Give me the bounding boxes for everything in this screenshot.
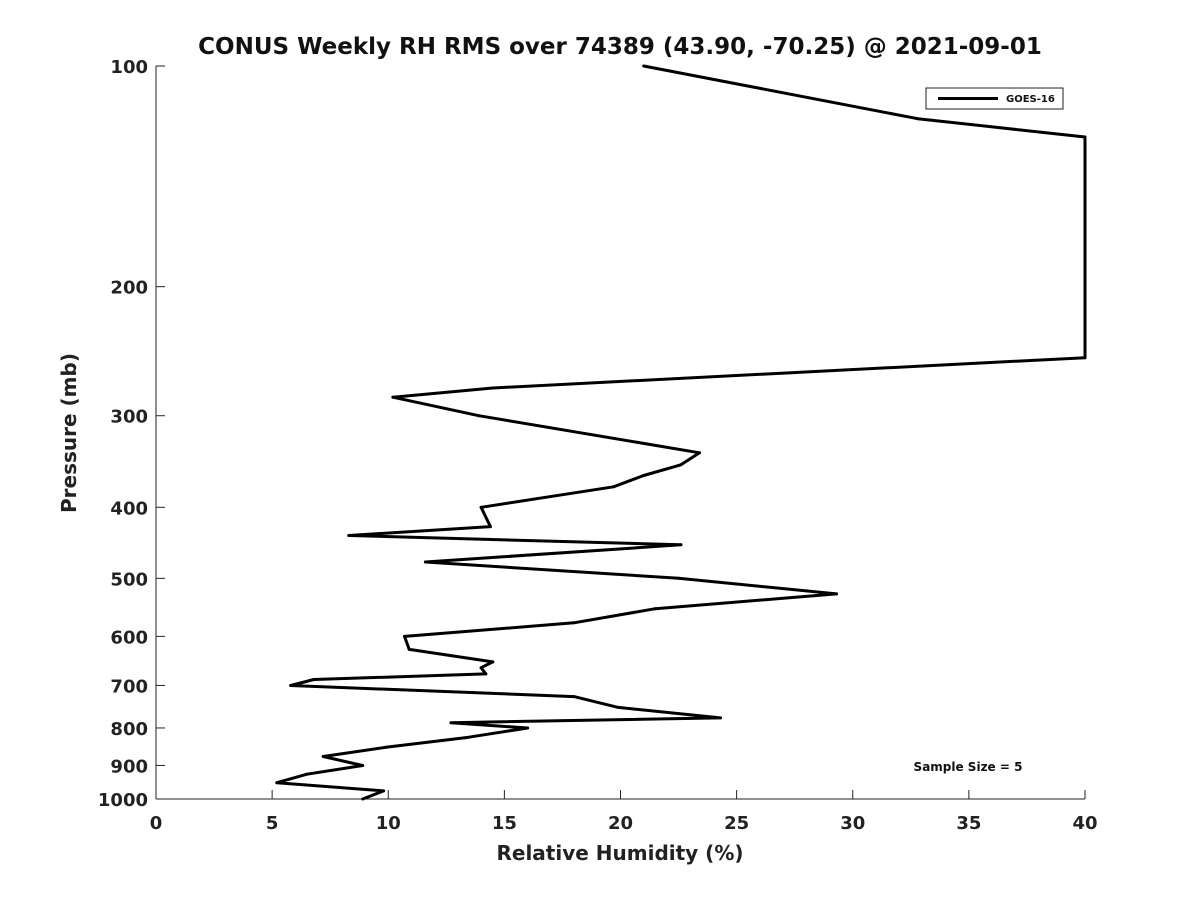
x-tick-label: 15 bbox=[492, 813, 517, 834]
x-tick-label: 25 bbox=[724, 813, 749, 834]
x-tick-label: 5 bbox=[266, 813, 279, 834]
y-tick-label: 100 bbox=[110, 57, 148, 78]
data-point bbox=[488, 525, 492, 529]
legend-label: GOES-16 bbox=[1006, 94, 1055, 105]
series-line-0 bbox=[275, 64, 1087, 801]
data-point bbox=[384, 745, 388, 749]
data-point bbox=[642, 64, 646, 68]
data-point bbox=[423, 560, 427, 564]
data-point bbox=[463, 736, 467, 740]
data-point bbox=[479, 666, 483, 670]
y-axis-label: Pressure (mb) bbox=[57, 353, 81, 513]
data-point bbox=[479, 505, 483, 509]
data-point bbox=[449, 721, 453, 725]
data-point bbox=[526, 726, 530, 730]
data-point bbox=[572, 621, 576, 625]
data-point bbox=[275, 781, 279, 785]
data-point bbox=[382, 789, 386, 793]
data-point bbox=[718, 716, 722, 720]
data-point bbox=[312, 678, 316, 681]
y-tick-label: 300 bbox=[110, 407, 148, 428]
data-point bbox=[616, 705, 620, 709]
data-point bbox=[361, 764, 365, 767]
x-axis-ticks: 0 5 10 15 20 25 30 35 40 bbox=[150, 790, 1098, 834]
series-group bbox=[275, 64, 1087, 801]
x-tick-label: 0 bbox=[150, 813, 163, 834]
data-point bbox=[321, 755, 325, 758]
data-point bbox=[916, 117, 920, 121]
data-point bbox=[612, 485, 615, 489]
x-tick-label: 35 bbox=[956, 813, 981, 834]
data-point bbox=[679, 543, 683, 547]
data-point bbox=[491, 386, 495, 390]
data-point bbox=[403, 634, 406, 638]
x-tick-label: 40 bbox=[1072, 813, 1097, 834]
y-tick-label: 200 bbox=[110, 278, 148, 299]
y-tick-label: 600 bbox=[110, 627, 148, 648]
chart-title: CONUS Weekly RH RMS over 74389 (43.90, -… bbox=[198, 34, 1042, 60]
data-point bbox=[642, 474, 646, 477]
data-point bbox=[491, 660, 495, 664]
x-tick-label: 30 bbox=[840, 813, 865, 834]
data-point bbox=[679, 463, 683, 467]
data-point bbox=[1083, 135, 1087, 139]
data-point bbox=[698, 451, 701, 455]
y-tick-label: 400 bbox=[110, 498, 148, 519]
x-axis-label: Relative Humidity (%) bbox=[496, 841, 743, 865]
y-tick-label: 500 bbox=[110, 569, 148, 590]
data-point bbox=[653, 607, 657, 611]
sample-size-annotation: Sample Size = 5 bbox=[914, 760, 1023, 774]
y-tick-label: 800 bbox=[110, 719, 148, 740]
data-point bbox=[347, 534, 351, 537]
legend: GOES-16 bbox=[925, 87, 1064, 110]
data-point bbox=[484, 672, 488, 676]
data-point bbox=[572, 695, 576, 699]
x-tick-label: 20 bbox=[608, 813, 633, 834]
y-tick-label: 900 bbox=[110, 756, 148, 777]
data-point bbox=[835, 592, 838, 596]
data-point bbox=[407, 647, 411, 651]
data-point bbox=[677, 576, 681, 580]
data-point bbox=[1083, 356, 1087, 360]
y-tick-label: 1000 bbox=[98, 790, 148, 811]
data-point bbox=[361, 797, 365, 801]
y-axis-ticks: 100 200 300 400 500 600 700 800 900 1000 bbox=[98, 57, 165, 811]
data-point bbox=[289, 684, 293, 687]
y-tick-label: 700 bbox=[110, 676, 148, 697]
data-point bbox=[477, 414, 481, 418]
data-point bbox=[305, 772, 309, 776]
x-tick-label: 10 bbox=[376, 813, 401, 834]
data-point bbox=[391, 395, 395, 399]
